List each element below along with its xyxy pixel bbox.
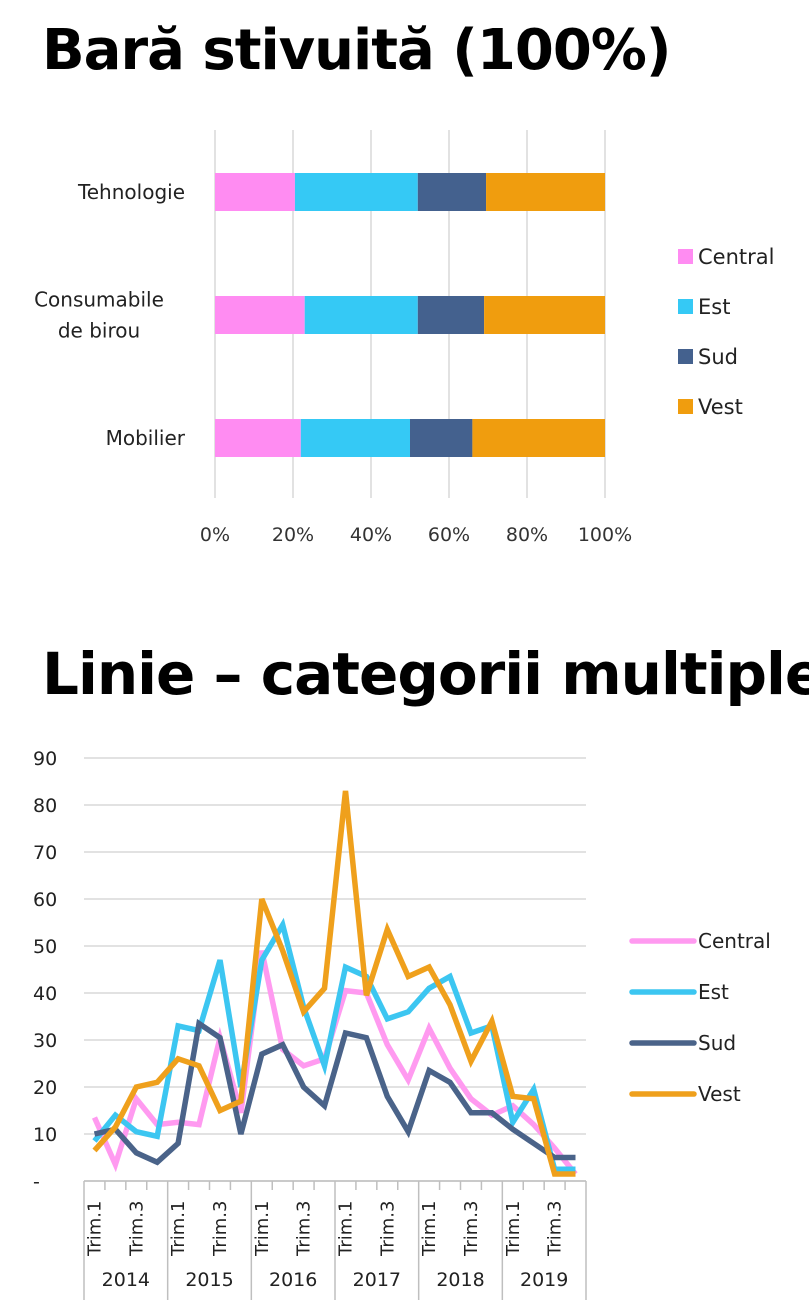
quarter-label: Trim.1 bbox=[252, 1201, 273, 1257]
quarter-label: Trim.3 bbox=[545, 1201, 566, 1257]
x-tick-label: 80% bbox=[506, 524, 548, 546]
legend-label: Est bbox=[698, 980, 729, 1004]
year-label: 2014 bbox=[102, 1269, 150, 1291]
quarter-label: Trim.3 bbox=[461, 1201, 482, 1257]
y-tick-label: 60 bbox=[33, 889, 57, 911]
year-label: 2015 bbox=[185, 1269, 233, 1291]
line-chart-title: Linie – categorii multiple bbox=[42, 640, 809, 708]
stacked-bar-chart: 0% 20% 40% 60% 80% 100% Tehnologie Consumabile d… bbox=[34, 130, 774, 546]
quarter-label: Trim.1 bbox=[335, 1201, 356, 1257]
quarter-label: Trim.3 bbox=[210, 1201, 231, 1257]
legend-label: Sud bbox=[698, 345, 738, 369]
x-tick-label: 0% bbox=[200, 524, 230, 546]
quarter-label: Trim.3 bbox=[294, 1201, 315, 1257]
quarter-label: Trim.1 bbox=[419, 1201, 440, 1257]
year-label: 2016 bbox=[269, 1269, 317, 1291]
x-tick-label: 100% bbox=[578, 524, 632, 546]
legend-swatch-est bbox=[678, 299, 693, 314]
bar-segment-vest bbox=[484, 296, 605, 334]
category-label: Mobilier bbox=[106, 426, 186, 450]
year-label: 2019 bbox=[520, 1269, 568, 1291]
y-tick-label: 30 bbox=[33, 1030, 57, 1052]
bar-segment-central bbox=[215, 419, 301, 457]
category-label: Consumabile de birou bbox=[34, 288, 164, 343]
year-label: 2018 bbox=[436, 1269, 484, 1291]
quarter-label: Trim.3 bbox=[126, 1201, 147, 1257]
bar-segment-est bbox=[300, 419, 410, 457]
series-line-sud bbox=[93, 1018, 576, 1166]
y-tick-label: 70 bbox=[33, 842, 57, 864]
legend-swatch-vest bbox=[678, 399, 693, 414]
legend-label: Central bbox=[698, 929, 771, 953]
bar-segment-est bbox=[304, 296, 418, 334]
legend-label: Sud bbox=[698, 1031, 736, 1055]
quarter-label: Trim.3 bbox=[377, 1201, 398, 1257]
legend-label: Vest bbox=[698, 1082, 741, 1106]
legend-label: Vest bbox=[698, 395, 743, 419]
quarter-label: Trim.1 bbox=[503, 1201, 524, 1257]
series-line-vest bbox=[92, 790, 576, 1177]
bar-segment-sud bbox=[417, 173, 487, 211]
legend-swatch-sud bbox=[678, 349, 693, 364]
bar-chart-title: Bară stivuită (100%) bbox=[42, 18, 671, 83]
category-label: Tehnologie bbox=[77, 180, 185, 204]
bar-segment-central bbox=[215, 296, 305, 334]
year-label: 2017 bbox=[353, 1269, 401, 1291]
series-line-est bbox=[92, 917, 576, 1173]
x-tick-label: 20% bbox=[272, 524, 314, 546]
y-tick-label: 10 bbox=[33, 1124, 57, 1146]
quarter-label: Trim.1 bbox=[84, 1201, 105, 1257]
y-tick-label: 40 bbox=[33, 983, 57, 1005]
y-tick-label: 80 bbox=[33, 795, 57, 817]
bar-segment-vest bbox=[486, 173, 605, 211]
y-tick-label: - bbox=[33, 1171, 40, 1193]
legend-label: Central bbox=[698, 245, 774, 269]
y-tick-label: 90 bbox=[33, 748, 57, 770]
legend-swatch-central bbox=[678, 249, 693, 264]
bar-segment-vest bbox=[472, 419, 605, 457]
y-tick-label: 50 bbox=[33, 936, 57, 958]
legend-label: Est bbox=[698, 295, 730, 319]
bar-segment-central bbox=[215, 173, 295, 211]
bar-segment-est bbox=[294, 173, 418, 211]
y-tick-label: 20 bbox=[33, 1077, 57, 1099]
bar-segment-sud bbox=[417, 296, 485, 334]
quarter-label: Trim.1 bbox=[168, 1201, 189, 1257]
bar-segment-sud bbox=[410, 419, 473, 457]
x-tick-label: 40% bbox=[350, 524, 392, 546]
x-tick-label: 60% bbox=[428, 524, 470, 546]
